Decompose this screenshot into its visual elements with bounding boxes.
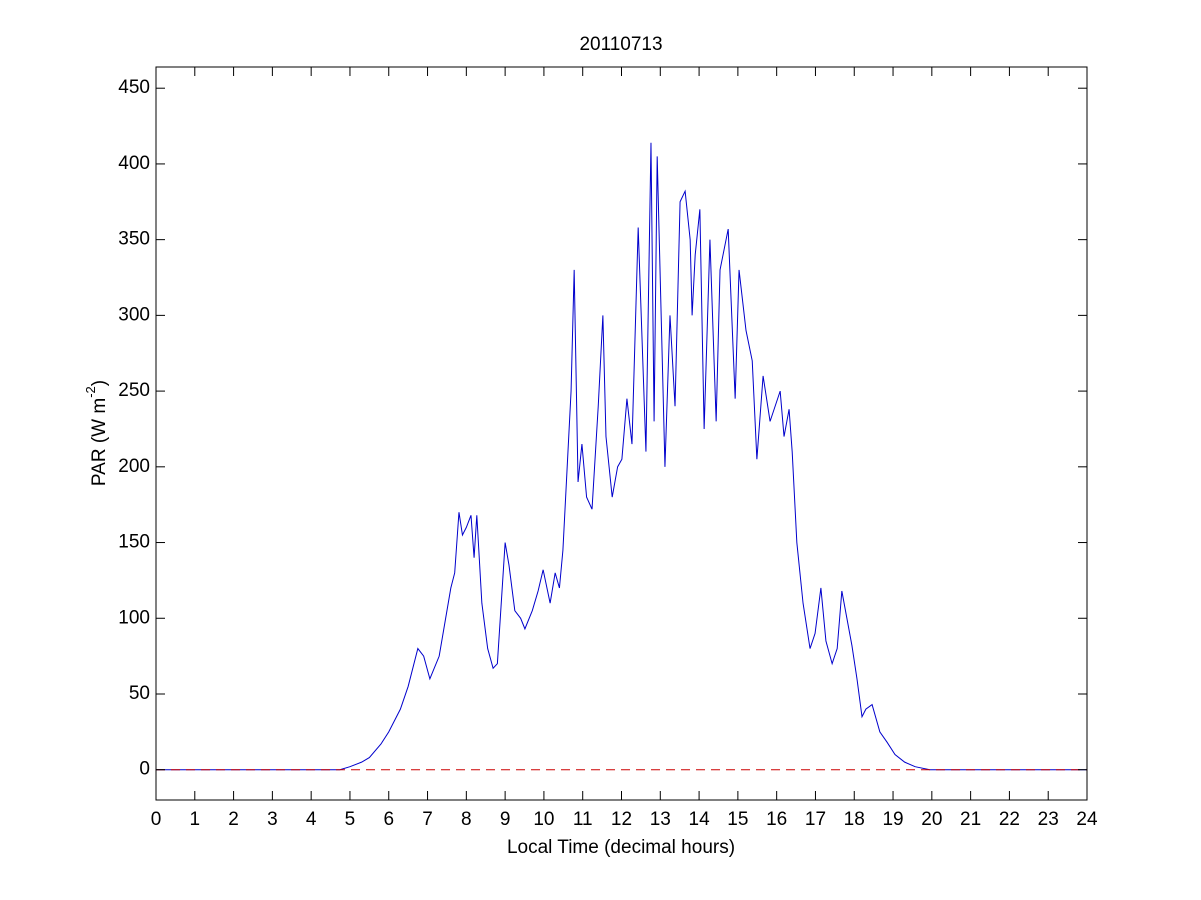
x-tick-label: 1 [190, 809, 201, 830]
x-tick-label: 16 [766, 809, 787, 830]
x-tick-label: 13 [650, 809, 671, 830]
x-tick-label: 3 [267, 809, 278, 830]
y-axis-label-text: PAR (W m [89, 398, 110, 486]
y-tick-label: 250 [118, 380, 150, 401]
y-tick-label: 0 [139, 759, 150, 780]
x-tick-label: 19 [882, 809, 903, 830]
x-tick-label: 5 [345, 809, 356, 830]
x-tick-label: 0 [151, 809, 162, 830]
x-tick-label: 22 [999, 809, 1020, 830]
y-tick-label: 400 [118, 153, 150, 174]
x-tick-label: 23 [1038, 809, 1059, 830]
x-tick-label: 7 [422, 809, 433, 830]
plot-area [156, 142, 1087, 771]
data-line [156, 142, 1087, 771]
x-tick-label: 2 [228, 809, 239, 830]
x-tick-label: 18 [844, 809, 865, 830]
x-tick-label: 20 [921, 809, 942, 830]
x-tick-label: 17 [805, 809, 826, 830]
x-tick-label: 11 [573, 809, 593, 830]
x-tick-label: 10 [533, 809, 554, 830]
y-tick-label: 150 [118, 532, 150, 553]
y-axis-label: PAR (W m-2) [83, 380, 110, 486]
x-tick-label: 8 [461, 809, 472, 830]
x-tick-label: 6 [383, 809, 394, 830]
y-tick-label: 50 [129, 683, 150, 704]
x-tick-label: 9 [500, 809, 511, 830]
y-tick-label: 100 [118, 607, 150, 628]
y-tick-label: 200 [118, 456, 150, 477]
x-tick-label: 14 [689, 809, 711, 830]
x-tick-label: 21 [960, 809, 981, 830]
x-axis-label: Local Time (decimal hours) [507, 837, 735, 858]
chart-title: 20110713 [579, 34, 662, 55]
x-tick-label: 4 [306, 809, 317, 830]
y-tick-label: 350 [118, 229, 150, 250]
x-tick-label: 15 [727, 809, 748, 830]
y-tick-label: 300 [118, 304, 150, 325]
x-tick-label: 12 [611, 809, 632, 830]
y-tick-label: 450 [118, 77, 150, 98]
y-axis-label-end: ) [89, 380, 110, 386]
y-axis-label-sup: -2 [83, 386, 98, 398]
x-tick-label: 24 [1076, 809, 1098, 830]
